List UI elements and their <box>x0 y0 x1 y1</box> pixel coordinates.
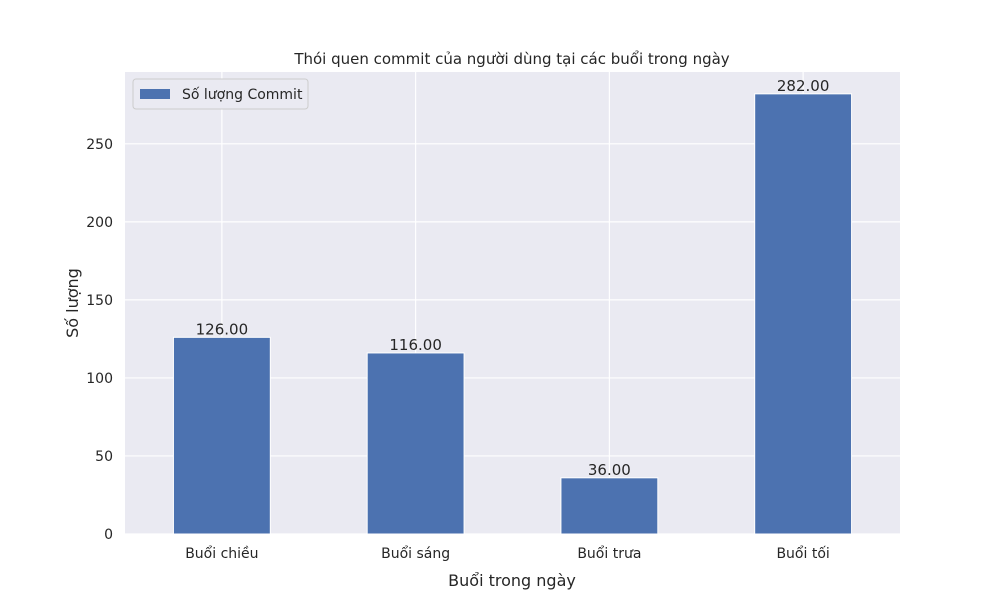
bar <box>172 336 271 535</box>
data-label: 282.00 <box>777 77 830 95</box>
x-tick-labels: Buổi chiều Buổi sáng Buổi trưa Buổi tối <box>185 545 830 562</box>
y-tick-label: 250 <box>86 137 113 153</box>
x-tick-label: Buổi trưa <box>577 545 641 562</box>
y-tick-label: 200 <box>86 215 113 231</box>
y-tick-label: 50 <box>95 449 113 465</box>
legend-swatch <box>140 89 170 99</box>
data-label: 36.00 <box>588 461 631 479</box>
y-tick-label: 100 <box>86 371 113 387</box>
x-tick-label: Buổi tối <box>776 545 829 562</box>
bar <box>366 352 465 535</box>
x-tick-label: Buổi chiều <box>185 545 258 562</box>
data-label: 126.00 <box>196 320 249 338</box>
x-tick-label: Buổi sáng <box>381 545 450 562</box>
legend: Số lượng Commit <box>132 78 309 110</box>
bar <box>754 93 853 535</box>
bar <box>560 477 659 535</box>
data-labels: 126.00 116.00 36.00 282.00 <box>196 77 830 479</box>
data-label: 116.00 <box>389 336 442 354</box>
bars <box>172 93 853 535</box>
y-tick-label: 0 <box>104 527 113 543</box>
x-axis-label: Buổi trong ngày <box>448 571 576 590</box>
y-axis-label: Số lượng <box>63 268 82 338</box>
chart-title: Thói quen commit của người dùng tại các … <box>293 50 729 68</box>
legend-box <box>132 78 309 110</box>
y-tick-labels: 0 50 100 150 200 250 <box>86 137 113 543</box>
legend-label: Số lượng Commit <box>182 86 303 103</box>
y-tick-label: 150 <box>86 293 113 309</box>
